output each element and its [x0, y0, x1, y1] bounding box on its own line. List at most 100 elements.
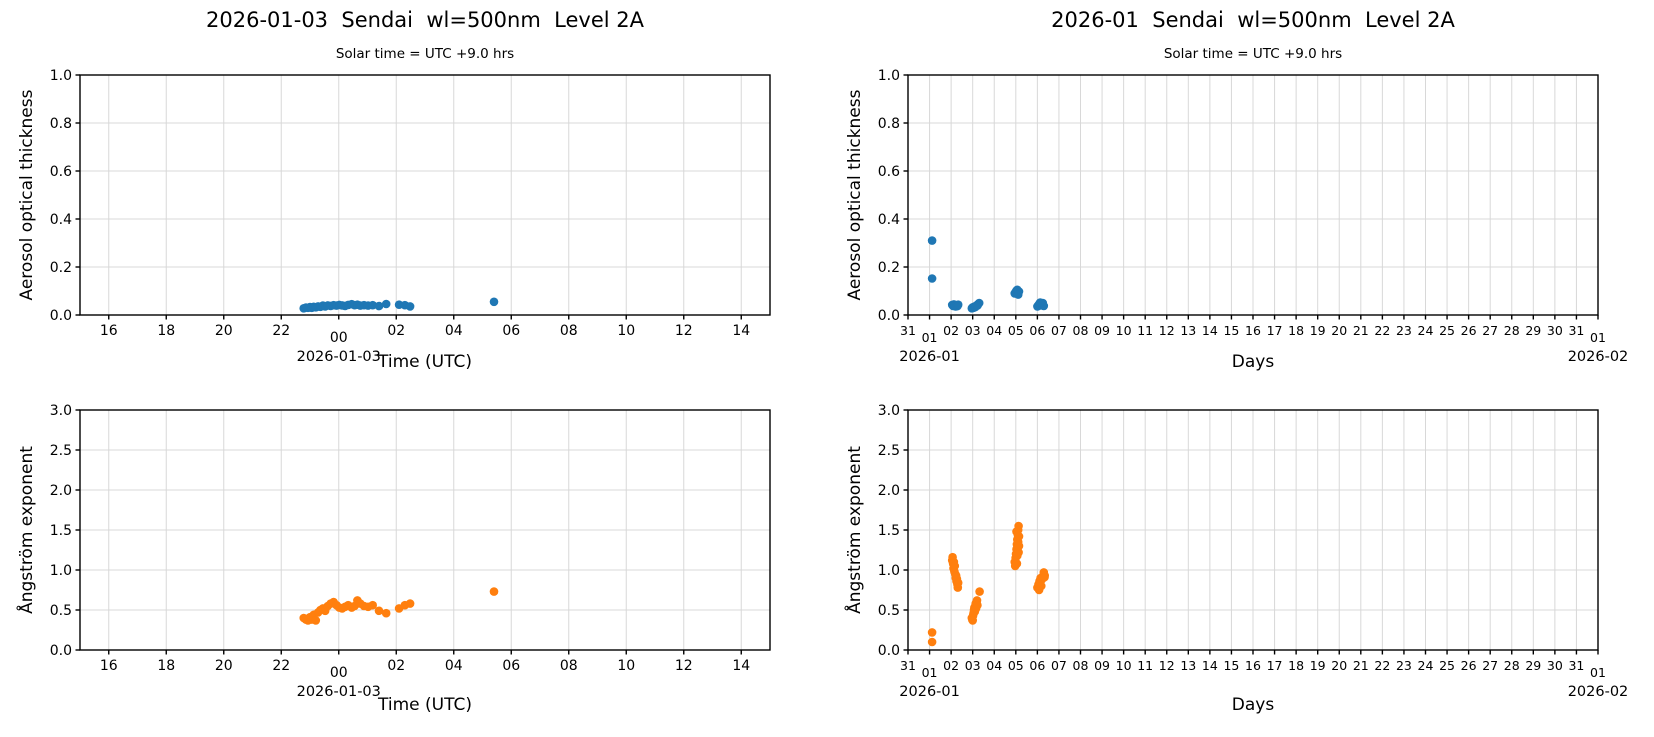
x-tick-label: 18 [157, 323, 175, 339]
x-tick-label: 20 [215, 323, 233, 339]
data-point [1037, 581, 1046, 591]
data-point [973, 301, 982, 310]
data-point [405, 599, 415, 608]
x-tick-label: 27 [1482, 658, 1498, 673]
x-tick-label: 13 [1180, 323, 1196, 338]
x-tick-label: 24 [1418, 323, 1434, 338]
x-tick-label: 12 [675, 323, 693, 339]
subplot-angstrom-monthly: 31 01 2026-01 02 03 04 05 06 07 08 09 10 11 12 13 14 15 1… [878, 403, 1629, 700]
x-tick-label: 16 [1245, 323, 1261, 338]
y-tick-label: 0.6 [50, 164, 72, 180]
x-tick-label: 13 [1180, 658, 1196, 673]
x-tick-label: 09 [1094, 323, 1110, 338]
page-title-monthly: 2026-01 Sendai wl=500nm Level 2A [1051, 8, 1455, 32]
x-tick-label: 14 [732, 323, 750, 339]
x-tick-label: 06 [502, 323, 520, 339]
subtitle-daily: Solar time = UTC +9.0 hrs [335, 46, 515, 62]
x-tick-label: 29 [1525, 323, 1541, 338]
x-tick-label: 03 [965, 658, 981, 673]
y-tick-label: 2.5 [50, 443, 72, 459]
x-tick-label: 11 [1137, 658, 1153, 673]
x-tick-label: 17 [1267, 323, 1283, 338]
x-tick-label: 14 [1202, 323, 1218, 338]
x-tick-label: 10 [1116, 658, 1132, 673]
x-tick-label: 00 [330, 330, 348, 346]
y-tick-label: 0.4 [50, 212, 72, 228]
x-tick-label: 02 [387, 323, 405, 339]
x-tick-label: 08 [560, 658, 578, 674]
x-tick-label: 31 [1568, 658, 1584, 673]
y-tick-label: 2.0 [878, 483, 900, 499]
y-tick-label: 0.0 [50, 643, 72, 659]
data-point [1012, 527, 1021, 536]
data-point [368, 600, 378, 610]
x-tick-label: 19 [1310, 323, 1326, 338]
xlabel-angstrom-monthly: Days [1231, 695, 1275, 715]
x-tick-label: 18 [1288, 658, 1304, 673]
x-tick-label: 17 [1267, 658, 1283, 673]
y-tick-label: 0.0 [878, 308, 900, 324]
plot-border [79, 74, 771, 316]
x-tick-label: 20 [1331, 323, 1347, 338]
x-tick-label: 20 [215, 658, 233, 674]
data-point [973, 600, 982, 610]
ylabel-angstrom-monthly: Ångström exponent [845, 446, 865, 614]
y-tick-label: 3.0 [878, 403, 900, 419]
subplot-angstrom-daily: 16 18 20 22 00 2026-01-03 02 04 06 08 10 12 14 0.0 0.5… [50, 403, 771, 700]
data-point [1040, 572, 1049, 582]
x-tick-label: 22 [272, 658, 290, 674]
page-title-daily: 2026-01-03 Sendai wl=500nm Level 2A [206, 8, 644, 32]
x-tick-label: 16 [100, 658, 118, 674]
y-tick-label: 3.0 [50, 403, 72, 419]
x-tick-label: 06 [1029, 323, 1045, 338]
y-tick-label: 0.0 [50, 308, 72, 324]
x-tick-label: 03 [965, 323, 981, 338]
x-tick-label: 31 [900, 658, 916, 673]
x-tick-label: 09 [1094, 658, 1110, 673]
y-tick-label: 0.4 [878, 212, 900, 228]
x-tick-label: 12 [1159, 323, 1175, 338]
x-tick-label: 02 [387, 658, 405, 674]
y-tick-label: 2.5 [878, 443, 900, 459]
x-tick-label: 08 [1073, 323, 1089, 338]
data-point [489, 297, 499, 307]
x-tick-label: 10 [617, 323, 635, 339]
y-tick-label: 0.2 [50, 260, 72, 276]
data-point [374, 301, 384, 311]
data-point [374, 606, 384, 616]
data-point [950, 561, 960, 571]
data-point [1014, 548, 1023, 557]
x-tick-label: 19 [1310, 658, 1326, 673]
x-tick-label: 27 [1482, 323, 1498, 338]
x-tick-label: 29 [1525, 658, 1541, 673]
y-tick-label: 0.0 [878, 643, 900, 659]
y-tick-label: 0.5 [878, 603, 900, 619]
x-tick-label: 22 [1374, 658, 1390, 673]
y-tick-label: 0.5 [50, 603, 72, 619]
x-tick-label: 04 [986, 323, 1002, 338]
x-tick-label: 08 [1073, 658, 1089, 673]
data-point [1013, 290, 1023, 299]
x-tick-label: 28 [1504, 658, 1520, 673]
xlabel-angstrom-daily: Time (UTC) [378, 695, 472, 715]
data-point [927, 628, 937, 637]
x-tick-label: 06 [1029, 658, 1045, 673]
x-axis-date-label: 2026-01 [899, 684, 960, 700]
x-tick-label: 23 [1396, 323, 1412, 338]
x-tick-label: 23 [1396, 658, 1412, 673]
data-point [1035, 298, 1045, 307]
x-axis-date-label: 2026-02 [1568, 684, 1629, 700]
x-tick-label: 11 [1137, 323, 1153, 338]
x-tick-label: 28 [1504, 323, 1520, 338]
data-point [1014, 541, 1024, 551]
x-tick-label: 22 [272, 323, 290, 339]
data-point [953, 578, 963, 588]
x-tick-label: 31 [900, 323, 916, 338]
xlabel-aot-daily: Time (UTC) [378, 352, 472, 372]
x-tick-label: 04 [445, 323, 463, 339]
x-tick-label: 22 [1374, 323, 1390, 338]
x-tick-label: 01 [922, 665, 938, 680]
x-tick-label: 15 [1223, 323, 1239, 338]
